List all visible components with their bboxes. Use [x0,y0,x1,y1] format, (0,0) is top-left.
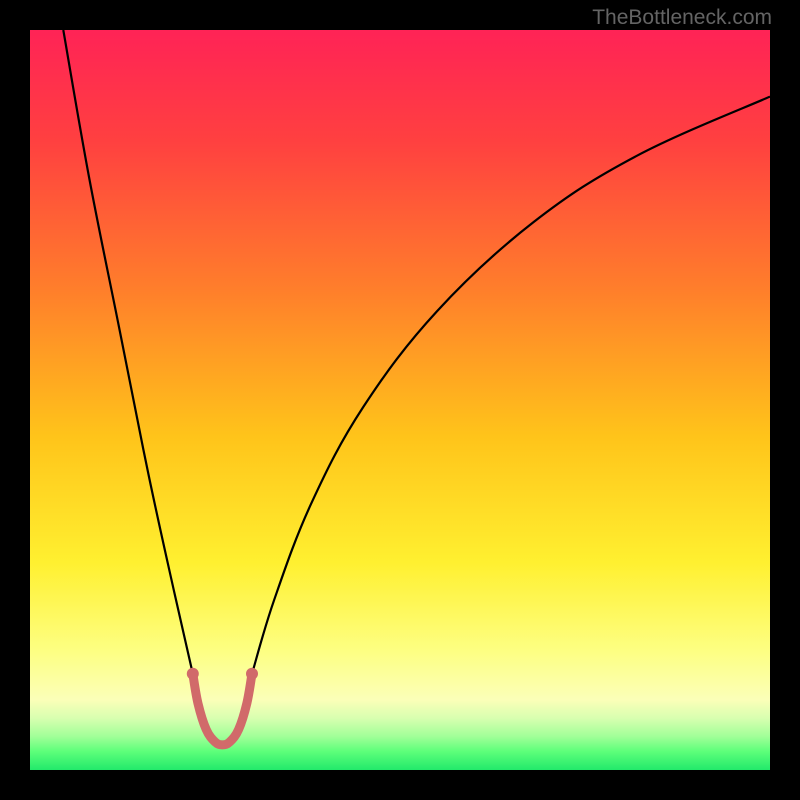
watermark-text: TheBottleneck.com [592,6,772,30]
dip-marker-path [193,674,252,745]
chart-canvas: TheBottleneck.com [0,0,800,800]
curve-left [63,30,193,674]
plot-area [30,30,770,770]
dip-marker-dot-right [246,668,258,680]
curve-right [252,97,770,674]
dip-marker-dot-left [187,668,199,680]
plot-svg [30,30,770,770]
